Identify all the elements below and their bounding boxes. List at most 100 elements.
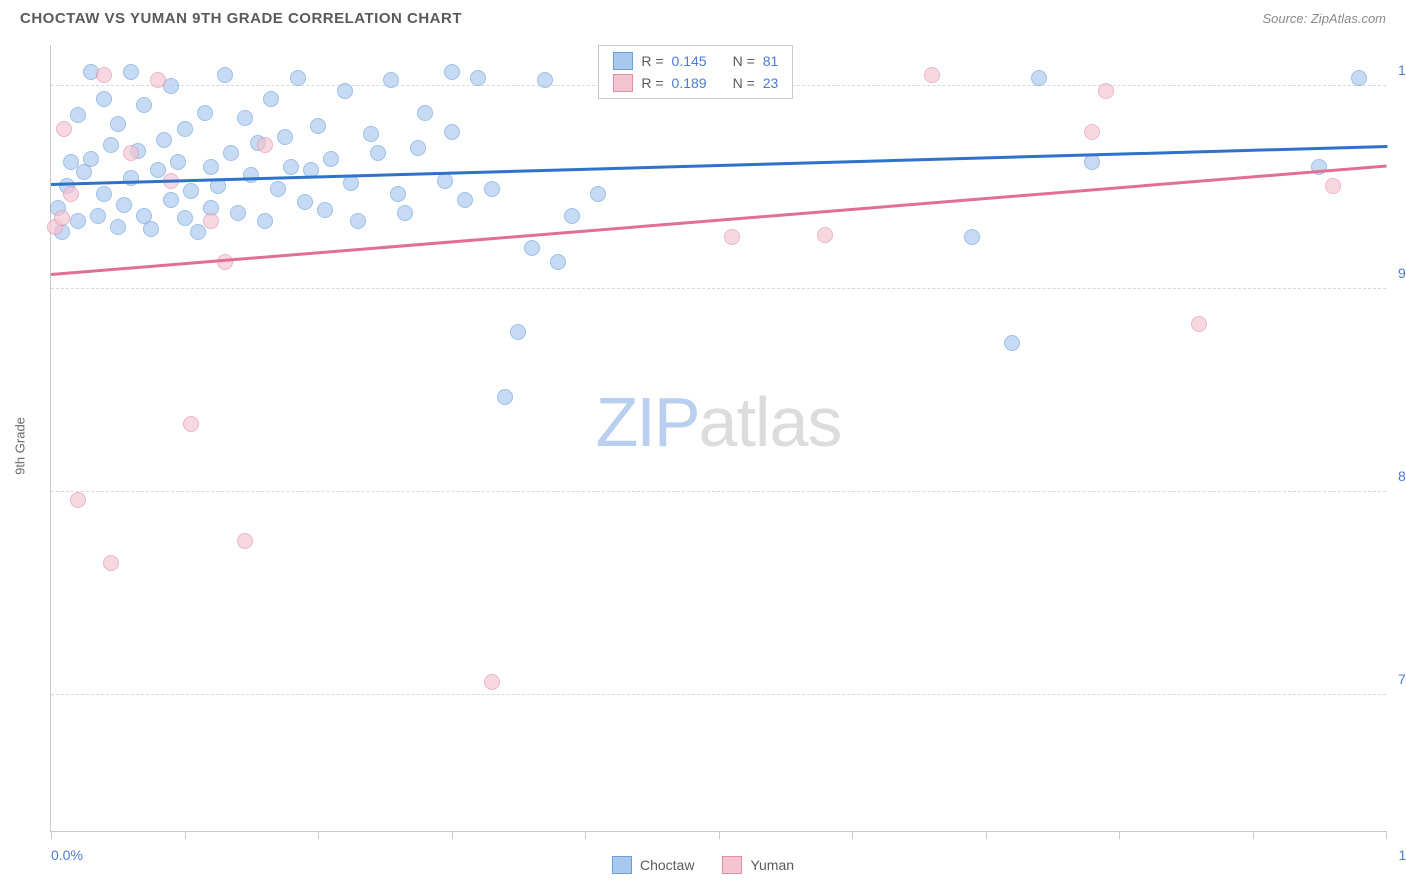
data-point <box>457 192 473 208</box>
r-label: R = <box>641 75 663 91</box>
data-point <box>337 83 353 99</box>
data-point <box>163 192 179 208</box>
data-point <box>310 118 326 134</box>
data-point <box>1191 316 1207 332</box>
data-point <box>317 202 333 218</box>
data-point <box>70 107 86 123</box>
stats-legend: R = 0.145 N = 81 R = 0.189 N = 23 <box>598 45 793 99</box>
data-point <box>964 229 980 245</box>
x-min-label: 0.0% <box>51 847 83 863</box>
data-point <box>183 416 199 432</box>
data-point <box>277 129 293 145</box>
data-point <box>410 140 426 156</box>
data-point <box>70 213 86 229</box>
legend-swatch <box>613 52 633 70</box>
data-point <box>550 254 566 270</box>
x-tick <box>986 831 987 839</box>
data-point <box>203 213 219 229</box>
data-point <box>123 170 139 186</box>
data-point <box>90 208 106 224</box>
data-point <box>123 64 139 80</box>
r-label: R = <box>641 53 663 69</box>
data-point <box>110 116 126 132</box>
legend-swatch <box>722 856 742 874</box>
stats-legend-row: R = 0.145 N = 81 <box>599 50 792 72</box>
data-point <box>397 205 413 221</box>
data-point <box>257 137 273 153</box>
data-point <box>110 219 126 235</box>
data-point <box>444 64 460 80</box>
x-max-label: 100.0% <box>1399 847 1406 863</box>
watermark: ZIPatlas <box>596 382 842 462</box>
data-point <box>437 173 453 189</box>
data-point <box>177 210 193 226</box>
r-value: 0.189 <box>672 75 707 91</box>
data-point <box>230 205 246 221</box>
data-point <box>924 67 940 83</box>
watermark-atlas: atlas <box>699 383 842 461</box>
data-point <box>817 227 833 243</box>
y-tick-label: 77.5% <box>1398 671 1406 687</box>
data-point <box>190 224 206 240</box>
data-point <box>150 72 166 88</box>
n-value: 23 <box>763 75 779 91</box>
data-point <box>237 533 253 549</box>
data-point <box>497 389 513 405</box>
data-point <box>290 70 306 86</box>
r-value: 0.145 <box>672 53 707 69</box>
data-point <box>484 674 500 690</box>
n-label: N = <box>733 53 755 69</box>
legend-swatch <box>612 856 632 874</box>
data-point <box>510 324 526 340</box>
data-point <box>243 167 259 183</box>
data-point <box>283 159 299 175</box>
data-point <box>56 121 72 137</box>
data-point <box>223 145 239 161</box>
data-point <box>83 151 99 167</box>
gridline <box>51 288 1386 289</box>
data-point <box>136 97 152 113</box>
data-point <box>123 145 139 161</box>
x-tick <box>852 831 853 839</box>
data-point <box>524 240 540 256</box>
data-point <box>217 67 233 83</box>
n-value: 81 <box>763 53 779 69</box>
data-point <box>323 151 339 167</box>
data-point <box>1084 124 1100 140</box>
data-point <box>116 197 132 213</box>
data-point <box>143 221 159 237</box>
x-tick <box>719 831 720 839</box>
y-tick-label: 85.0% <box>1398 468 1406 484</box>
data-point <box>96 91 112 107</box>
chart-title: CHOCTAW VS YUMAN 9TH GRADE CORRELATION C… <box>20 10 462 27</box>
n-label: N = <box>733 75 755 91</box>
data-point <box>1031 70 1047 86</box>
x-tick <box>51 831 52 839</box>
data-point <box>177 121 193 137</box>
data-point <box>96 67 112 83</box>
legend-item: Choctaw <box>612 856 694 874</box>
legend-label: Yuman <box>750 857 794 873</box>
data-point <box>590 186 606 202</box>
data-point <box>96 186 112 202</box>
data-point <box>1351 70 1367 86</box>
watermark-zip: ZIP <box>596 383 699 461</box>
x-tick <box>585 831 586 839</box>
data-point <box>724 229 740 245</box>
bottom-legend: Choctaw Yuman <box>612 856 794 874</box>
data-point <box>54 210 70 226</box>
data-point <box>390 186 406 202</box>
stats-legend-row: R = 0.189 N = 23 <box>599 72 792 94</box>
x-tick <box>1253 831 1254 839</box>
data-point <box>363 126 379 142</box>
data-point <box>470 70 486 86</box>
x-tick <box>452 831 453 839</box>
data-point <box>370 145 386 161</box>
legend-label: Choctaw <box>640 857 694 873</box>
y-tick-label: 92.5% <box>1398 265 1406 281</box>
data-point <box>103 555 119 571</box>
data-point <box>63 186 79 202</box>
x-tick <box>1119 831 1120 839</box>
x-tick <box>1386 831 1387 839</box>
legend-swatch <box>613 74 633 92</box>
